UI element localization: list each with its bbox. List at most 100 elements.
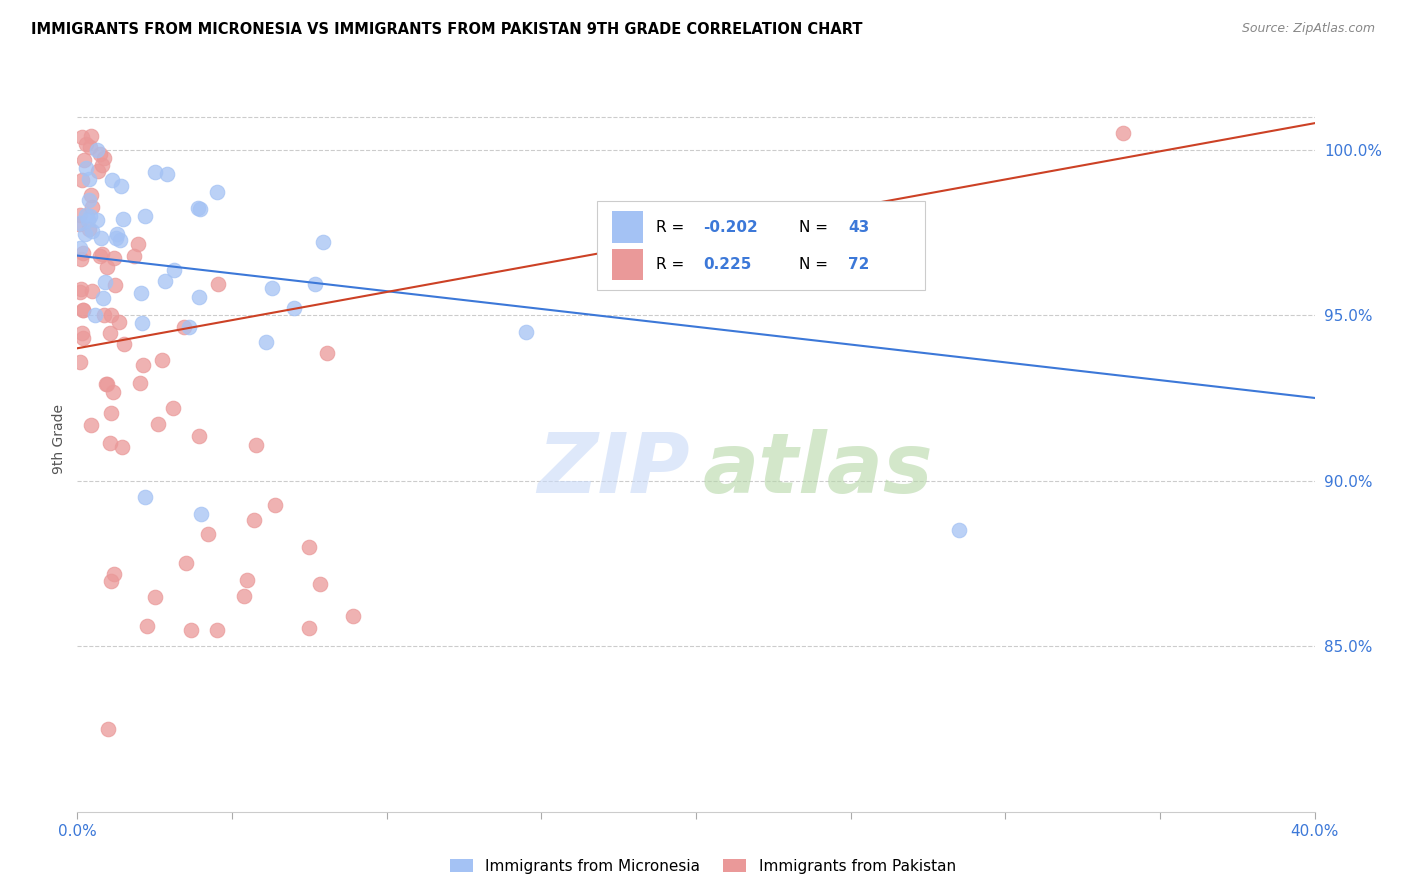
Point: [72, 303, 94, 318]
Point: [96, 377, 118, 392]
Point: [69, 241, 91, 255]
Point: [93, 309, 115, 323]
Point: [143, 590, 166, 604]
Point: [72, 303, 94, 318]
Text: 72: 72: [848, 257, 869, 272]
Point: [101, 384, 124, 399]
Point: [94, 276, 117, 290]
Point: [131, 316, 153, 330]
Point: [188, 202, 211, 216]
Point: [75, 137, 97, 152]
Legend: Immigrants from Micronesia, Immigrants from Pakistan: Immigrants from Micronesia, Immigrants f…: [444, 853, 962, 880]
Point: [94, 377, 117, 392]
Point: [174, 557, 197, 571]
Bar: [612, 249, 643, 280]
Point: [82, 224, 104, 238]
Point: [100, 308, 122, 322]
Point: [73, 227, 96, 242]
Point: [69, 355, 91, 369]
Point: [72, 331, 94, 345]
Point: [80, 284, 103, 298]
Point: [111, 440, 134, 454]
Text: N =: N =: [799, 257, 832, 272]
Point: [90, 247, 112, 261]
Point: [79, 140, 101, 154]
Point: [91, 158, 114, 172]
Point: [100, 435, 122, 450]
Text: Source: ZipAtlas.com: Source: ZipAtlas.com: [1241, 22, 1375, 36]
Point: [162, 401, 184, 415]
Point: [205, 185, 228, 199]
Point: [72, 245, 94, 260]
Point: [86, 213, 108, 227]
Point: [80, 200, 103, 214]
Text: 43: 43: [848, 219, 869, 235]
Text: ZIP: ZIP: [537, 428, 690, 509]
Point: [93, 151, 115, 165]
Point: [129, 285, 152, 300]
Point: [100, 574, 122, 589]
Text: atlas: atlas: [702, 428, 932, 509]
Point: [89, 147, 111, 161]
Point: [197, 527, 219, 541]
Point: [111, 211, 134, 226]
Point: [100, 406, 122, 420]
Point: [75, 161, 97, 175]
Point: [128, 376, 150, 390]
Point: [153, 274, 176, 288]
Point: [110, 179, 132, 194]
Point: [86, 143, 108, 157]
Point: [86, 163, 108, 178]
Point: [143, 165, 166, 179]
Point: [515, 325, 537, 339]
Point: [103, 567, 125, 582]
Point: [245, 438, 267, 452]
Point: [103, 251, 125, 265]
Point: [80, 129, 103, 144]
Text: R =: R =: [657, 219, 689, 235]
Point: [90, 230, 112, 244]
Point: [260, 281, 283, 295]
Point: [134, 210, 156, 224]
Point: [79, 417, 101, 432]
Text: R =: R =: [657, 257, 695, 272]
Point: [190, 507, 212, 521]
Point: [69, 285, 91, 299]
Point: [207, 277, 229, 292]
Point: [188, 290, 211, 304]
Point: [156, 167, 179, 181]
Point: [132, 358, 155, 372]
Point: [83, 308, 105, 322]
Point: [233, 589, 256, 603]
Point: [105, 231, 128, 245]
Point: [110, 233, 132, 247]
Point: [146, 417, 169, 431]
Point: [70, 326, 93, 340]
Point: [283, 301, 305, 315]
Point: [70, 173, 93, 187]
Point: [69, 208, 91, 222]
Point: [342, 608, 364, 623]
Point: [67, 217, 90, 231]
Point: [89, 249, 111, 263]
Point: [69, 216, 91, 230]
Point: [101, 173, 124, 187]
Point: [134, 490, 156, 504]
Point: [187, 201, 209, 215]
Point: [77, 172, 100, 186]
Point: [93, 292, 115, 306]
Point: [179, 319, 201, 334]
Point: [76, 212, 98, 227]
Point: [79, 209, 101, 223]
Point: [1112, 126, 1135, 140]
Point: [254, 335, 277, 350]
Point: [163, 263, 186, 277]
Point: [77, 222, 100, 236]
Point: [298, 621, 321, 635]
Point: [264, 498, 287, 512]
Point: [80, 187, 103, 202]
Point: [316, 346, 339, 360]
Point: [308, 577, 330, 591]
Point: [112, 336, 135, 351]
Point: [298, 540, 321, 554]
